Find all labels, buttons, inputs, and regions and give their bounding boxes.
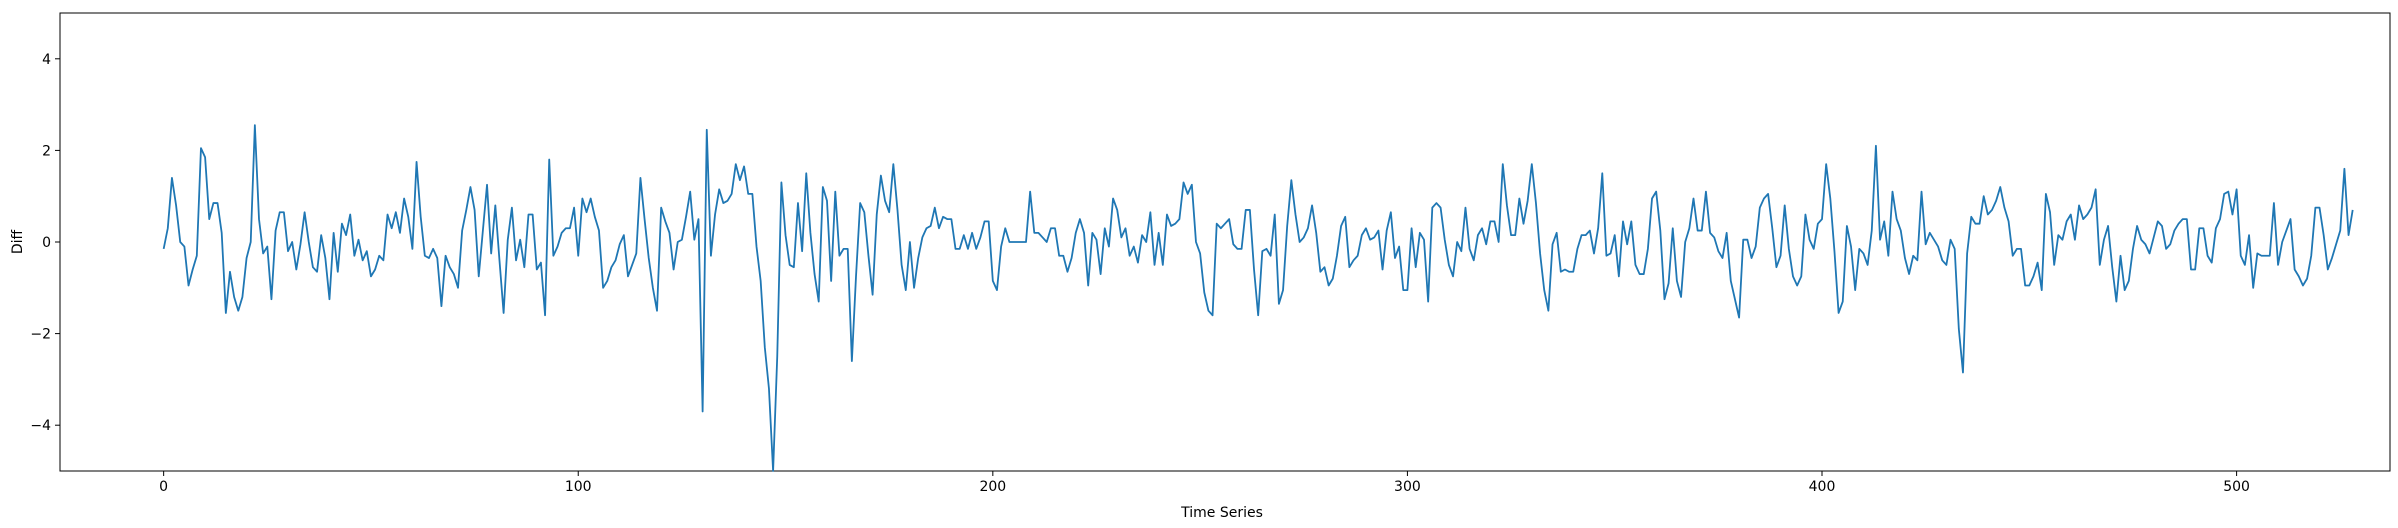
x-tick-label: 100	[565, 479, 592, 495]
y-axis-label: Diff	[10, 229, 26, 254]
y-tick-label: −2	[30, 327, 51, 343]
x-axis-label: Time Series	[1180, 505, 1263, 521]
x-tick-label: 0	[159, 479, 168, 495]
y-tick-label: 4	[42, 52, 51, 68]
x-tick-label: 200	[979, 479, 1006, 495]
y-tick-label: 0	[42, 235, 51, 251]
y-axis-ticks: −4 −2 0 2 4	[30, 52, 60, 434]
y-tick-label: −4	[30, 418, 51, 434]
x-tick-label: 400	[1809, 479, 1836, 495]
y-tick-label: 2	[42, 143, 51, 159]
x-tick-label: 500	[2223, 479, 2250, 495]
x-tick-label: 300	[1394, 479, 1421, 495]
series-line	[162, 124, 2354, 472]
x-axis-ticks: 0 100 200 300 400 500	[159, 471, 2250, 495]
